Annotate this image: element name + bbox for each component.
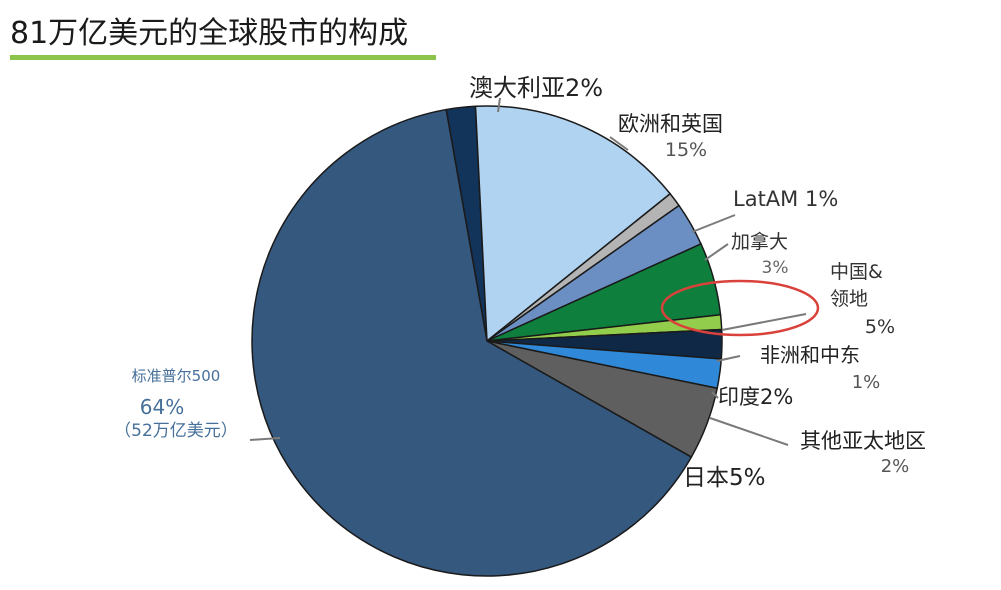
slice-label-4-line-1: 领地 [830,288,868,310]
slice-label-7-line-0: 其他亚太地区 [800,429,926,453]
slice-label-2-line-0: LatAM 1% [733,187,838,211]
slice-label-9-line-1: 64% [140,395,184,419]
leader-line-7 [710,418,788,445]
slice-label-8-line-0: 日本5% [683,465,766,491]
slice-label-1-line-1: 15% [665,139,707,161]
slice-label-9-line-0: 标准普尔500 [132,367,221,385]
leader-line-3 [705,244,728,260]
slice-label-0-line-0: 澳大利亚2% [469,74,603,102]
slice-label-3-line-1: 3% [762,258,789,278]
slice-label-7-line-1: 2% [881,456,910,477]
slice-label-6-line-0: 印度2% [718,385,793,409]
leader-line-2 [692,215,735,232]
slice-label-5-line-1: 1% [852,372,881,393]
slice-label-4-line-2: 5% [865,316,895,338]
slice-label-9-line-2: （52万亿美元） [114,421,238,441]
slice-label-5-line-0: 非洲和中东 [760,343,860,367]
pie-slices [252,106,722,576]
slice-label-4-line-0: 中国& [830,261,883,283]
slice-label-3-line-0: 加拿大 [731,230,788,253]
slice-label-1-line-0: 欧洲和英国 [618,112,723,136]
